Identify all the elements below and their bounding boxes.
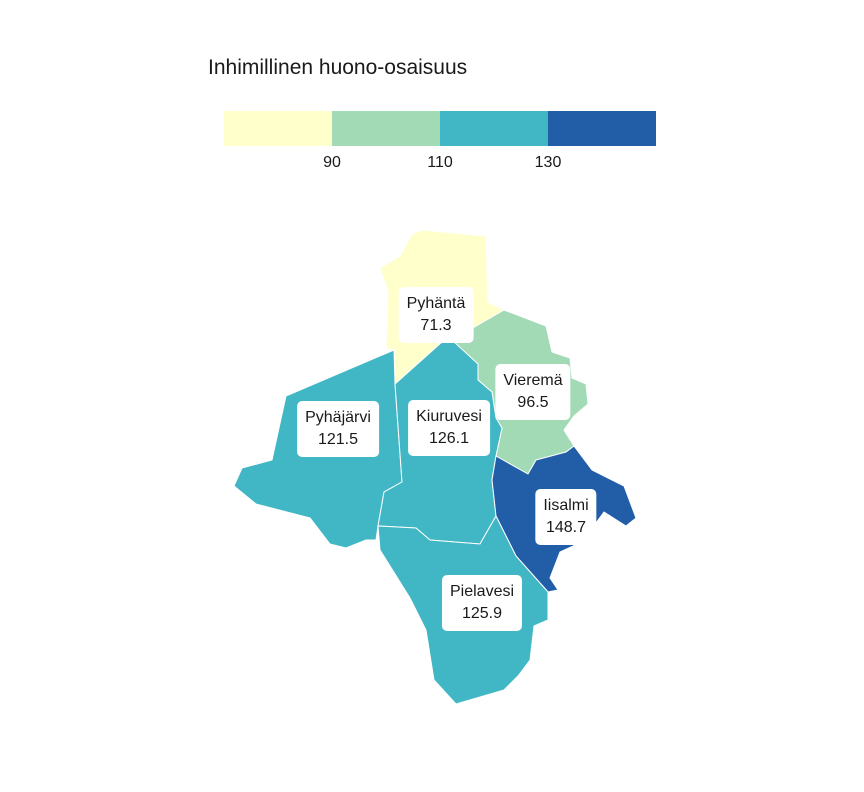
region-value-vierema: 96.5 (517, 394, 549, 411)
legend-tick-130: 130 (534, 154, 562, 171)
region-value-pyhajarvi: 121.5 (317, 431, 359, 448)
region-value-pyhanta: 71.3 (420, 317, 452, 334)
region-name-pyhajarvi: Pyhäjärvi (305, 409, 371, 426)
region-name-vierema: Vieremä (503, 372, 563, 389)
legend-tick-110: 110 (427, 154, 453, 171)
region-label-pyhajarvi: Pyhäjärvi 121.5 (297, 401, 379, 457)
region-value-iisalmi: 148.7 (545, 519, 587, 536)
legend-swatch-2 (332, 111, 440, 146)
region-label-kiuruvesi: Kiuruvesi 126.1 (408, 400, 490, 456)
region-label-pielavesi: Pielavesi 125.9 (441, 575, 523, 631)
region-label-vierema: Vieremä 96.5 (495, 364, 571, 420)
region-value-pielavesi: 125.9 (461, 605, 503, 622)
region-label-pyhanta: Pyhäntä 71.3 (398, 287, 474, 343)
legend-title: Inhimillinen huono-osaisuus (208, 56, 468, 79)
legend-tick-90: 90 (323, 154, 341, 171)
legend-color-bar (224, 111, 656, 146)
region-label-iisalmi: Iisalmi 148.7 (535, 489, 597, 545)
legend-swatch-3 (440, 111, 548, 146)
legend-swatch-1 (224, 111, 332, 146)
region-name-kiuruvesi: Kiuruvesi (416, 408, 482, 425)
region-name-pielavesi: Pielavesi (449, 583, 515, 600)
region-name-pyhanta: Pyhäntä (406, 295, 466, 312)
region-value-kiuruvesi: 126.1 (428, 430, 470, 447)
legend-swatch-4 (548, 111, 656, 146)
region-name-iisalmi: Iisalmi (543, 497, 589, 514)
